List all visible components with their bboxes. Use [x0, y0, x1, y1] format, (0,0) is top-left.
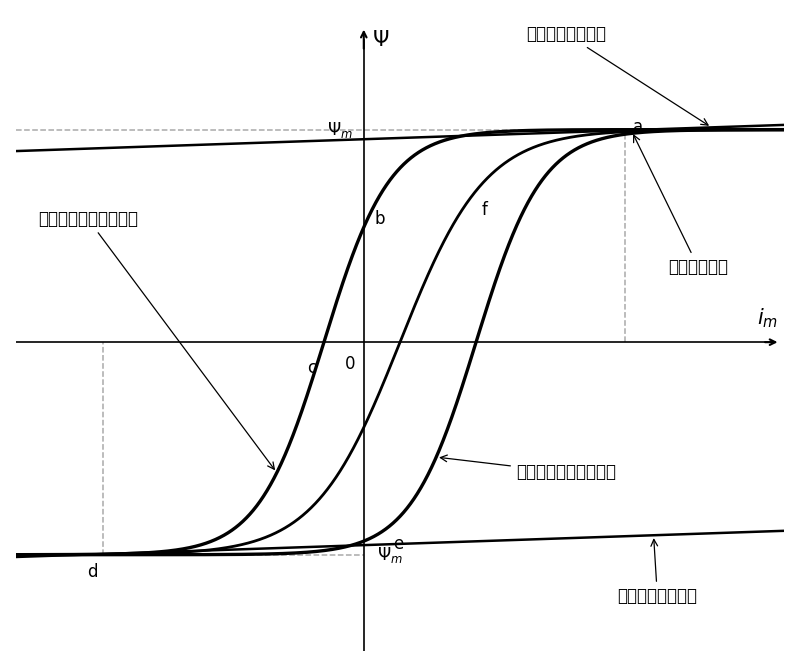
Text: 极限磁化回线上升分支: 极限磁化回线上升分支: [440, 455, 616, 481]
Text: $i_m$: $i_m$: [757, 306, 778, 330]
Text: 饱和渐近线上分支: 饱和渐近线上分支: [526, 25, 708, 125]
Text: a: a: [634, 118, 643, 136]
Text: e: e: [393, 535, 403, 552]
Text: 0: 0: [345, 355, 355, 373]
Text: $\Psi$: $\Psi$: [373, 29, 390, 50]
Text: $\Psi_m$: $\Psi_m$: [327, 120, 353, 139]
Text: b: b: [374, 210, 385, 228]
Text: 极限磁化回线下降分支: 极限磁化回线下降分支: [38, 210, 274, 469]
Text: c: c: [307, 359, 317, 376]
Text: f: f: [481, 201, 487, 218]
Text: $\Psi_m$: $\Psi_m$: [377, 544, 402, 564]
Text: 基本磁化曲线: 基本磁化曲线: [634, 135, 728, 276]
Text: d: d: [86, 563, 97, 581]
Text: 饱和渐近线下分支: 饱和渐近线下分支: [618, 539, 698, 605]
